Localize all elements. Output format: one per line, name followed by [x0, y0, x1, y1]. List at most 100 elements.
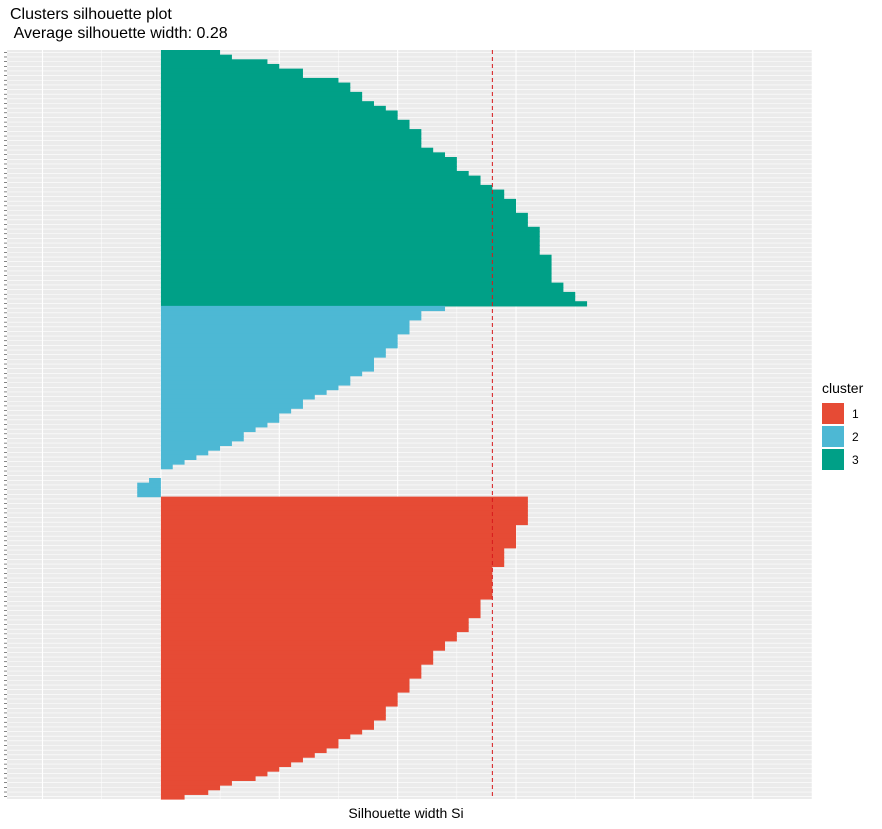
bar-cluster-2 — [160, 380, 351, 386]
bar-cluster-1 — [160, 682, 410, 688]
bar-cluster-1 — [160, 636, 457, 642]
bar-cluster-3 — [160, 194, 505, 200]
bar-cluster-1 — [160, 589, 493, 595]
bar-cluster-2 — [160, 352, 386, 358]
bar-cluster-3 — [160, 96, 363, 102]
bar-cluster-3 — [160, 166, 457, 172]
bar-cluster-3 — [160, 87, 351, 93]
bar-cluster-3 — [160, 287, 564, 293]
bar-cluster-3 — [160, 170, 469, 177]
bar-cluster-3 — [160, 208, 517, 214]
bar-cluster-3 — [160, 77, 339, 84]
legend-item-3: 3 — [822, 448, 863, 471]
bar-cluster-3 — [160, 296, 576, 302]
bar-cluster-3 — [160, 222, 528, 228]
bar-cluster-3 — [160, 119, 410, 126]
bar-cluster-1 — [160, 789, 209, 795]
legend-label-1: 1 — [852, 406, 859, 421]
bar-cluster-3 — [160, 245, 540, 251]
bar-cluster-2 — [160, 319, 410, 326]
bar-cluster-2 — [160, 445, 221, 451]
bar-cluster-1 — [160, 668, 422, 674]
x-axis-label: Silhouette width Si — [348, 805, 464, 821]
legend-key-1 — [822, 403, 844, 424]
legend-title: cluster — [822, 380, 864, 396]
bar-cluster-3 — [160, 273, 552, 279]
bar-cluster-1 — [160, 519, 528, 526]
bar-cluster-3 — [160, 124, 410, 130]
bar-cluster-3 — [160, 282, 564, 288]
bar-cluster-2 — [160, 417, 280, 423]
bar-cluster-1 — [160, 543, 517, 549]
bar-cluster-3 — [160, 161, 457, 167]
bar-cluster-1 — [160, 719, 374, 726]
bar-cluster-1 — [160, 510, 528, 516]
bar-cluster-1 — [160, 687, 410, 693]
bar-cluster-3 — [160, 291, 576, 298]
bar-cluster-1 — [160, 575, 493, 581]
bar-cluster-3 — [160, 129, 422, 135]
bar-cluster-1 — [160, 571, 493, 577]
legend-key-2 — [822, 426, 844, 447]
bar-cluster-3 — [160, 138, 422, 144]
bar-cluster-2 — [160, 305, 446, 312]
bar-cluster-1 — [160, 617, 469, 623]
legend-item-2: 2 — [822, 425, 863, 448]
bar-cluster-2 — [160, 431, 244, 437]
bar-cluster-2 — [160, 361, 374, 367]
bar-cluster-1 — [160, 673, 422, 679]
bar-cluster-1 — [160, 538, 517, 544]
bar-cluster-3 — [160, 82, 351, 88]
bar-cluster-1 — [160, 603, 481, 609]
bar-cluster-1 — [160, 696, 398, 702]
bar-cluster-1 — [160, 515, 528, 521]
bar-cluster-1 — [160, 654, 434, 661]
bar-cluster-2 — [160, 338, 398, 344]
bar-cluster-2 — [160, 412, 280, 419]
bar-cluster-2 — [160, 440, 232, 447]
bar-cluster-3 — [160, 217, 528, 223]
bar-cluster-1 — [160, 733, 351, 740]
bar-cluster-1 — [160, 780, 232, 786]
bar-cluster-2 — [160, 371, 363, 377]
bar-cluster-3 — [160, 105, 386, 112]
bar-cluster-3 — [160, 73, 303, 79]
bar-cluster-2 — [160, 459, 185, 465]
bar-cluster-1 — [160, 794, 185, 800]
bar-cluster-3 — [160, 189, 505, 195]
legend-label-3: 3 — [852, 452, 859, 467]
bar-cluster-3 — [160, 101, 374, 107]
bar-cluster-3 — [160, 133, 422, 139]
bar-cluster-3 — [160, 203, 517, 209]
bar-cluster-1 — [160, 645, 446, 651]
bar-cluster-1 — [160, 761, 292, 768]
chart-title: Clusters silhouette plot — [10, 6, 172, 23]
bar-cluster-1 — [160, 747, 327, 754]
bar-cluster-1 — [160, 626, 469, 633]
bar-cluster-1 — [160, 533, 517, 540]
bar-cluster-1 — [160, 701, 398, 707]
bar-cluster-3 — [160, 110, 398, 116]
bar-cluster-1 — [160, 547, 505, 554]
bar-cluster-2 — [160, 375, 351, 381]
bar-cluster-2 — [160, 398, 303, 405]
bar-cluster-3 — [160, 152, 446, 158]
bar-cluster-2 — [160, 450, 209, 456]
bar-cluster-2 — [160, 394, 315, 400]
bar-cluster-3 — [160, 157, 457, 163]
bar-cluster-1 — [160, 664, 422, 670]
bar-cluster-2 — [137, 482, 161, 488]
bar-cluster-1 — [160, 743, 339, 749]
bar-cluster-2 — [160, 384, 339, 391]
bar-cluster-2 — [160, 426, 256, 433]
bar-cluster-1 — [160, 785, 221, 791]
bar-cluster-1 — [160, 640, 446, 647]
bar-cluster-3 — [160, 91, 363, 98]
bar-cluster-3 — [160, 236, 540, 242]
bar-cluster-1 — [160, 659, 434, 665]
legend: cluster 1 2 3 — [822, 380, 863, 471]
bar-cluster-2 — [160, 315, 422, 321]
bar-cluster-1 — [160, 757, 303, 763]
bar-cluster-1 — [160, 585, 493, 591]
